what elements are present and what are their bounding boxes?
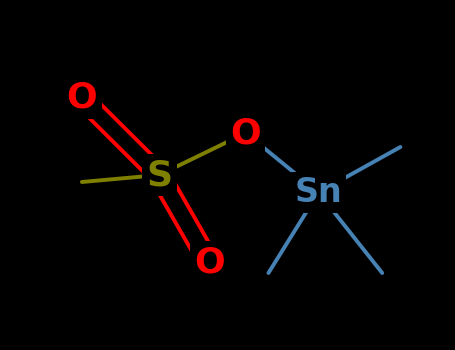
Text: Sn: Sn	[295, 176, 342, 209]
Text: O: O	[230, 116, 261, 150]
Text: O: O	[66, 81, 97, 115]
Text: O: O	[194, 245, 225, 280]
Text: S: S	[146, 158, 172, 192]
